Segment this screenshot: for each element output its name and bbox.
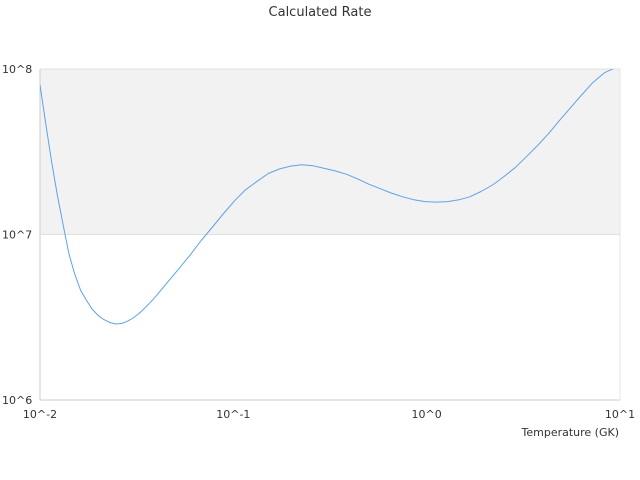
x-tick-label: 10^0 (412, 408, 442, 421)
axes (39, 68, 621, 401)
chart-title: Calculated Rate (269, 5, 372, 20)
tick-labels: 10^-2 10^-1 10^0 10^1 10^6 10^7 10^8 (2, 63, 635, 421)
y-tick-label: 10^7 (2, 229, 32, 242)
series-line-0 (40, 69, 614, 325)
plot-bands (40, 69, 620, 235)
series-layer (40, 69, 614, 325)
x-axis-label: Temperature (GK) (521, 426, 620, 439)
x-tick-label: 10^-2 (23, 408, 57, 421)
x-tick-label: 10^1 (605, 408, 635, 421)
y-tick-label: 10^8 (2, 63, 32, 76)
y-tick-label: 10^6 (2, 394, 32, 407)
plot-band-0 (40, 69, 620, 235)
x-tick-label: 10^-1 (216, 408, 250, 421)
